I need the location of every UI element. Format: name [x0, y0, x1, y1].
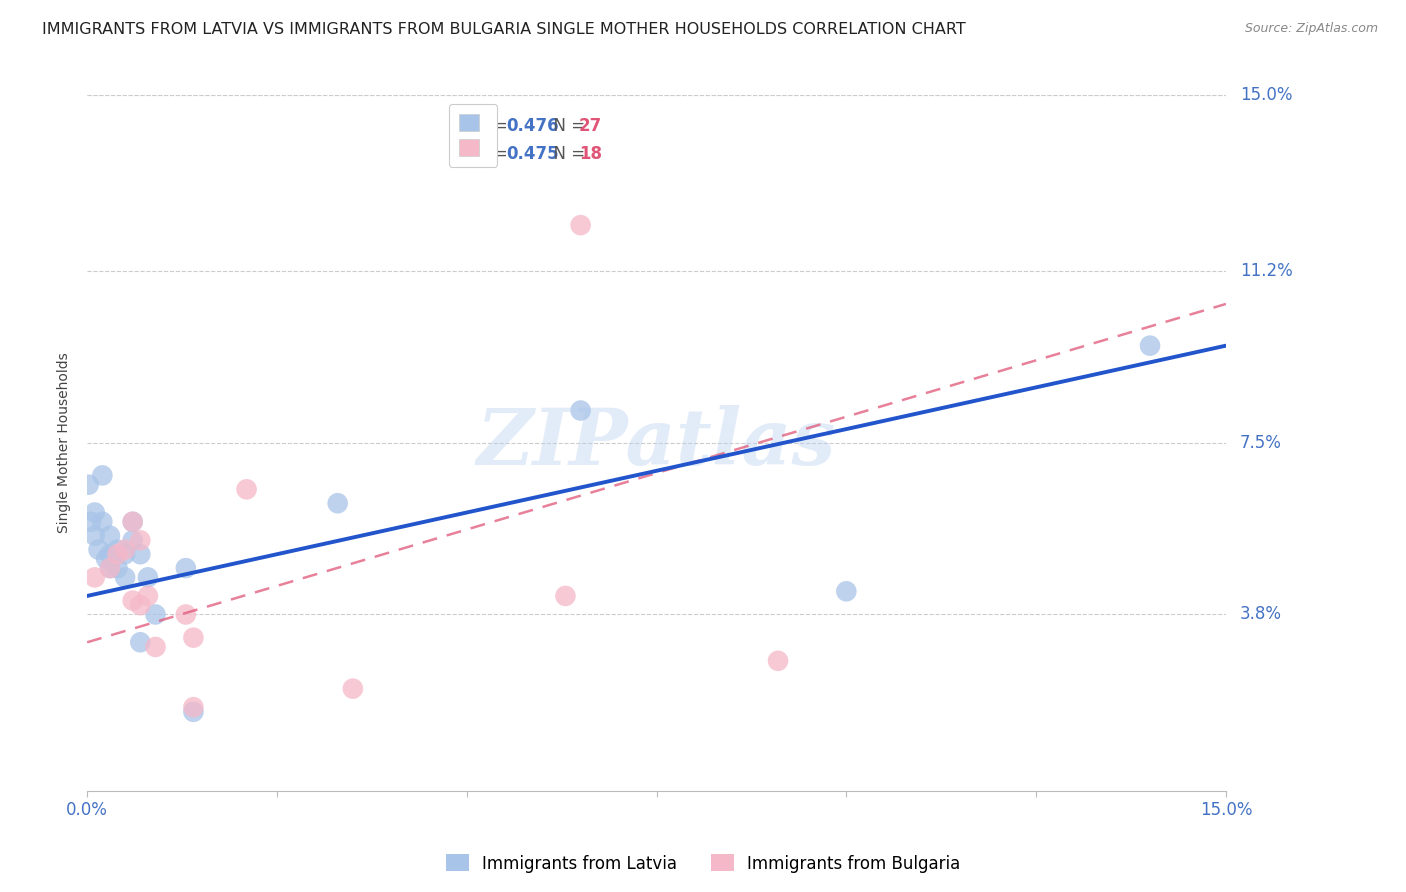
Point [98, 529, 121, 543]
Text: 27: 27 [579, 117, 602, 135]
Text: R =: R = [477, 145, 513, 162]
Text: 0.475: 0.475 [506, 145, 558, 162]
Text: 11.2%: 11.2% [1240, 262, 1292, 280]
Point [83, 570, 105, 584]
Point [183, 700, 205, 714]
Point [145, 607, 167, 622]
Point [94, 552, 117, 566]
Text: R =: R = [477, 117, 513, 135]
Point [77, 477, 100, 491]
Point [87, 542, 110, 557]
Point [129, 598, 152, 612]
Point [83, 506, 105, 520]
Legend: , : , [449, 103, 496, 167]
Point [121, 515, 143, 529]
Text: 3.8%: 3.8% [1240, 606, 1282, 624]
Point [98, 561, 121, 575]
Point [114, 542, 136, 557]
Point [121, 593, 143, 607]
Point [91, 515, 114, 529]
Point [569, 218, 592, 232]
Y-axis label: Single Mother Households: Single Mother Households [58, 352, 72, 533]
Point [554, 589, 576, 603]
Point [114, 547, 136, 561]
Text: 7.5%: 7.5% [1240, 434, 1282, 452]
Text: IMMIGRANTS FROM LATVIA VS IMMIGRANTS FROM BULGARIA SINGLE MOTHER HOUSEHOLDS CORR: IMMIGRANTS FROM LATVIA VS IMMIGRANTS FRO… [42, 22, 966, 37]
Point [114, 570, 136, 584]
Point [129, 547, 152, 561]
Point [91, 468, 114, 483]
Point [83, 529, 105, 543]
Text: N =: N = [543, 145, 591, 162]
Point [129, 635, 152, 649]
Text: 18: 18 [579, 145, 602, 162]
Point [569, 403, 592, 417]
Point [107, 561, 129, 575]
Point [174, 561, 197, 575]
Point [80, 515, 103, 529]
Text: 0.476: 0.476 [506, 117, 558, 135]
Text: Source: ZipAtlas.com: Source: ZipAtlas.com [1244, 22, 1378, 36]
Point [98, 547, 121, 561]
Point [342, 681, 364, 696]
Point [235, 483, 257, 497]
Legend: Immigrants from Latvia, Immigrants from Bulgaria: Immigrants from Latvia, Immigrants from … [439, 847, 967, 880]
Text: 15.0%: 15.0% [1240, 87, 1292, 104]
Point [129, 533, 152, 548]
Point [326, 496, 349, 510]
Text: ZIPatlas: ZIPatlas [477, 405, 837, 481]
Point [145, 640, 167, 654]
Point [766, 654, 789, 668]
Point [174, 607, 197, 622]
Point [1139, 338, 1161, 352]
Point [121, 533, 143, 548]
Point [136, 570, 159, 584]
Point [835, 584, 858, 599]
Point [107, 542, 129, 557]
Point [183, 705, 205, 719]
Text: N =: N = [543, 117, 591, 135]
Point [121, 515, 143, 529]
Point [107, 547, 129, 561]
Point [98, 561, 121, 575]
Point [183, 631, 205, 645]
Point [136, 589, 159, 603]
